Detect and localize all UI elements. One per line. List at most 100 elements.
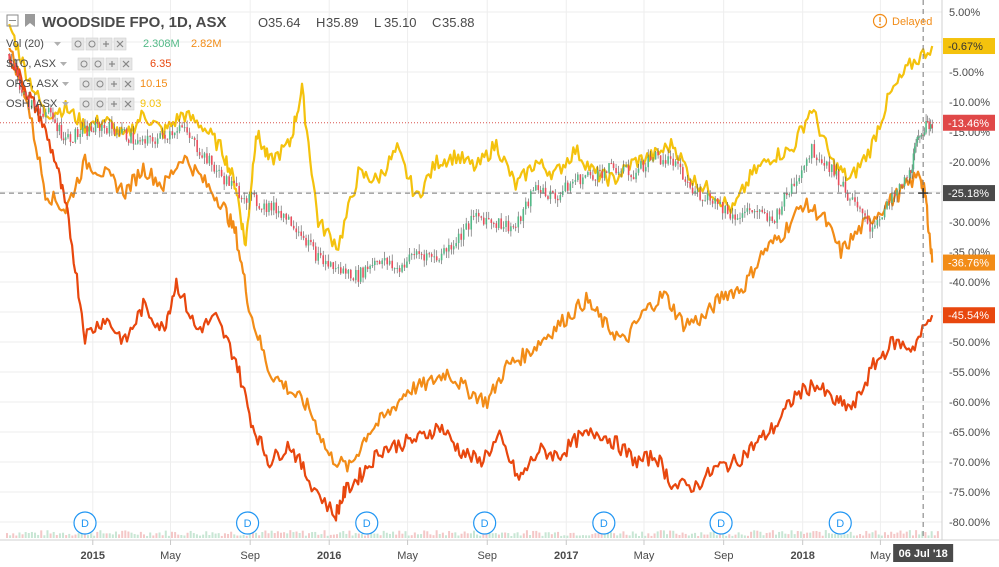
volume-bar — [245, 535, 248, 538]
eye-icon[interactable] — [77, 57, 91, 71]
candle-body — [931, 124, 934, 129]
dividend-badge-label: D — [717, 518, 725, 530]
dividend-badge-icon[interactable] — [355, 511, 379, 535]
chevron-down-icon[interactable] — [60, 62, 67, 66]
candle-body — [457, 233, 460, 244]
candle-body — [45, 112, 47, 117]
legend-series-value: 6.35 — [150, 58, 171, 70]
candle-body — [751, 210, 753, 213]
candle-body — [393, 268, 396, 270]
dividend-badge-icon[interactable] — [73, 511, 97, 535]
candle-body — [164, 134, 166, 139]
gear-icon[interactable] — [85, 37, 99, 51]
volume-bar — [806, 532, 809, 538]
candle-body — [79, 133, 81, 138]
legend-series-name: ORG, ASX — [6, 78, 59, 90]
legend-series-value: 9.03 — [140, 98, 161, 110]
volume-bar — [370, 530, 373, 538]
volume-bar — [675, 533, 678, 538]
chevron-down-icon[interactable] — [54, 42, 61, 46]
candle-body — [833, 164, 835, 176]
volume-bar — [332, 534, 335, 538]
candle-body — [652, 159, 654, 161]
candle-body — [386, 257, 388, 265]
volume-bar — [669, 530, 672, 538]
price-axis[interactable]: 5.00%0.00%-5.00%-10.00%-15.00%-20.00%-25… — [943, 7, 995, 529]
candle-body — [881, 217, 883, 220]
dividend-badge-icon[interactable] — [828, 511, 852, 535]
eye-icon[interactable] — [79, 77, 93, 91]
legend-row-sto[interactable]: STO, ASX 6.35 — [6, 57, 171, 71]
candle-body — [696, 190, 699, 192]
candle-body — [837, 171, 840, 186]
candle-body — [465, 223, 467, 230]
volume-bar — [62, 532, 65, 538]
candle-body — [297, 231, 300, 233]
chart-header: WOODSIDE FPO, 1D, ASX O 35.64 H 35.89 L 35.10… — [6, 13, 933, 111]
candle-body — [828, 161, 831, 172]
volume-bar — [516, 532, 519, 538]
chevron-down-icon[interactable] — [62, 82, 69, 86]
volume-bar — [43, 535, 46, 538]
candle-body — [208, 155, 211, 164]
candle-body — [726, 205, 729, 214]
candle-body — [334, 268, 337, 270]
candle-body — [864, 213, 866, 216]
candle-body — [435, 256, 438, 261]
gear-icon[interactable] — [93, 77, 107, 91]
series-line-sto[interactable] — [8, 53, 934, 522]
volume-bar — [152, 535, 155, 538]
volume-bar — [837, 534, 840, 538]
volume-bar — [750, 531, 753, 538]
candle-body — [359, 267, 362, 282]
candle-body — [355, 269, 357, 281]
candle-body — [736, 218, 739, 220]
legend-row-org[interactable]: ORG, ASX 10.15 — [6, 77, 168, 91]
candle-body — [455, 243, 457, 247]
delayed-icon — [872, 13, 888, 29]
legend-tools — [79, 77, 135, 91]
candle-body — [493, 222, 495, 224]
volume-bar — [463, 531, 466, 538]
collapse-toggle-icon[interactable] — [6, 14, 19, 27]
volume-bar — [279, 532, 282, 538]
volume-bar — [877, 534, 880, 538]
dividend-badge-icon[interactable] — [235, 511, 260, 535]
volume-bar — [566, 535, 569, 538]
volume-bar — [342, 531, 345, 538]
eye-icon[interactable] — [79, 97, 93, 111]
candle-body — [771, 216, 774, 222]
volume-bar — [743, 535, 746, 538]
chevron-down-icon[interactable] — [62, 102, 69, 106]
candle-body — [137, 140, 139, 144]
candle-body — [312, 242, 315, 247]
gear-icon[interactable] — [91, 57, 105, 71]
volume-bar — [149, 532, 152, 538]
volume-bar — [96, 531, 99, 538]
candle-body — [235, 182, 238, 187]
candle-body — [622, 166, 625, 172]
candle-body — [314, 246, 317, 261]
candle-body — [630, 175, 632, 178]
dividend-badge-icon[interactable] — [473, 511, 497, 535]
candle-body — [748, 208, 751, 211]
time-axis[interactable]: 2015 May Sep 2016 May Sep 2017 May Sep 2018 May 06 … — [81, 540, 954, 562]
dividend-badge-icon[interactable] — [709, 511, 733, 535]
volume-bar — [258, 535, 261, 538]
series-line-org[interactable] — [8, 47, 934, 473]
legend-row-osh[interactable]: OSH, ASX 9.03 — [6, 97, 161, 111]
flag-icon[interactable] — [25, 14, 35, 27]
candle-body — [403, 264, 406, 268]
gear-icon[interactable] — [93, 97, 107, 111]
series-line-osh[interactable] — [8, 23, 934, 251]
candle-body — [21, 89, 23, 93]
candle-series[interactable] — [8, 53, 934, 287]
candle-body — [101, 124, 103, 131]
volume-bar — [105, 533, 108, 538]
eye-icon[interactable] — [71, 37, 85, 51]
candle-body — [440, 253, 443, 261]
candle-body — [250, 193, 253, 195]
delayed-indicator[interactable]: Delayed — [872, 13, 933, 29]
dividend-badge-icon[interactable] — [592, 511, 616, 535]
